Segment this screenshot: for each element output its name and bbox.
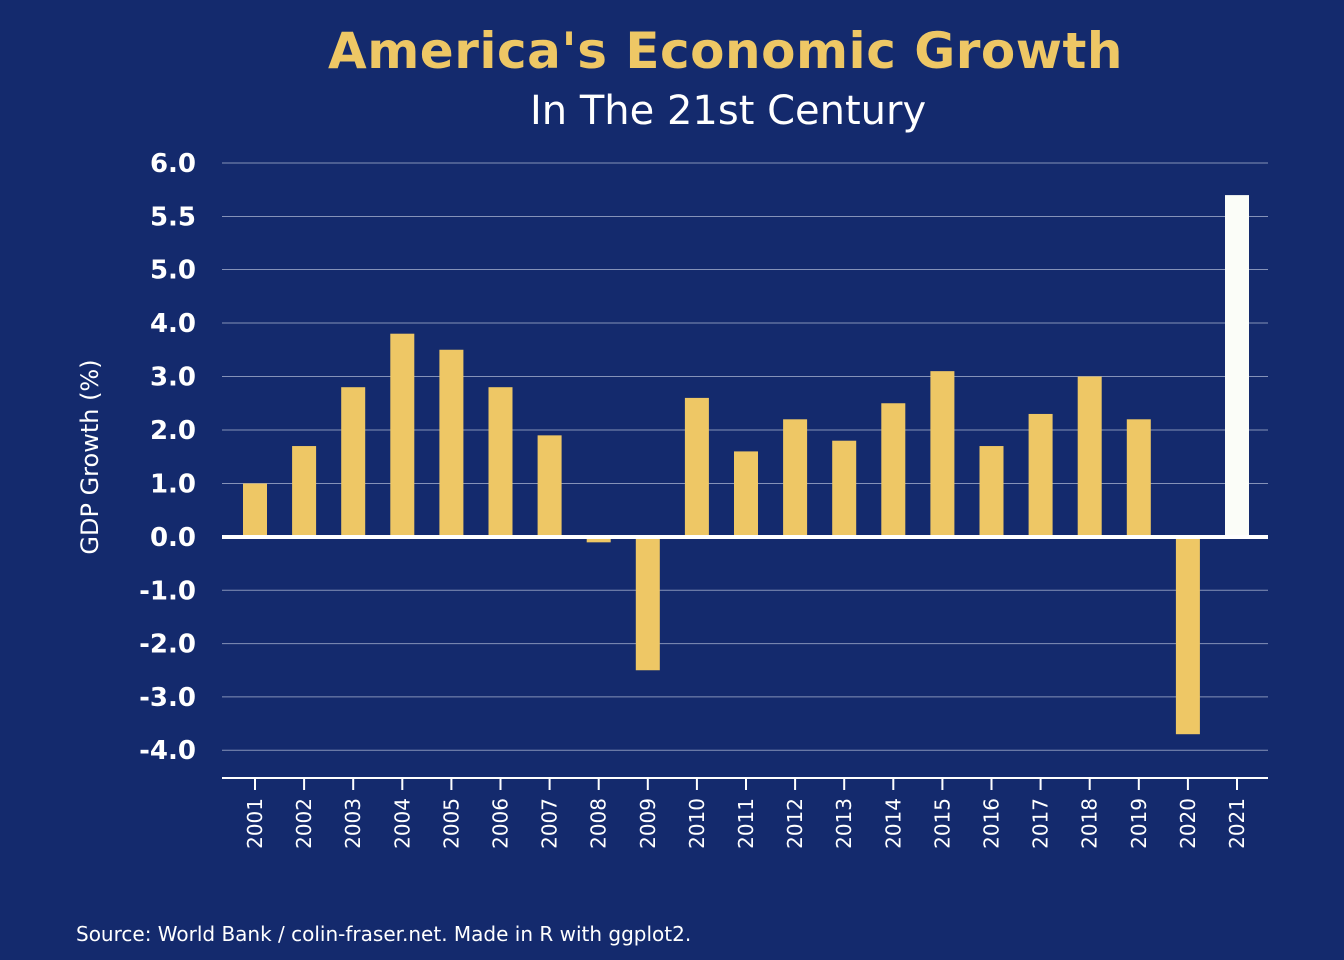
x-tick-label: 2004 bbox=[390, 798, 414, 849]
x-tick-label: 2003 bbox=[341, 798, 365, 849]
x-tick-label: 2009 bbox=[636, 798, 660, 849]
y-tick-label: 5.0 bbox=[150, 256, 196, 286]
x-tick-label: 2017 bbox=[1029, 798, 1053, 849]
x-tick-label: 2011 bbox=[734, 798, 758, 849]
x-tick-label: 2021 bbox=[1225, 798, 1249, 849]
bar-2017 bbox=[1028, 413, 1053, 537]
x-tick-labels: 2001 2002 2003 2004 2005 2006 2007 2008 2009 2010… bbox=[243, 778, 1249, 849]
bar-2002 bbox=[292, 446, 317, 537]
x-tick-label: 2020 bbox=[1176, 798, 1200, 849]
bar-2006 bbox=[488, 387, 513, 537]
x-tick-label: 2016 bbox=[980, 798, 1004, 849]
x-tick-label: 2005 bbox=[439, 798, 463, 849]
bar-2001 bbox=[243, 483, 267, 537]
bar-2003 bbox=[341, 387, 366, 537]
bar-2005 bbox=[439, 349, 464, 537]
x-tick-label: 2012 bbox=[783, 798, 807, 849]
y-tick-label: 0.0 bbox=[150, 523, 196, 553]
x-tick-label: 2008 bbox=[587, 798, 611, 849]
y-tick-labels: 6.0 5.5 5.0 4.0 3.0 2.0 1.0 0.0 -1.0 -2.0 -3.0 -4.0 bbox=[139, 149, 196, 766]
y-tick-label: 5.5 bbox=[150, 203, 196, 233]
bar-2011 bbox=[734, 451, 758, 537]
y-tick-label: -2.0 bbox=[139, 630, 196, 660]
y-tick-label: 2.0 bbox=[150, 416, 196, 446]
y-axis-label: GDP Growth (%) bbox=[76, 359, 104, 554]
x-tick-label: 2014 bbox=[881, 798, 905, 849]
bar-2013 bbox=[832, 440, 857, 537]
bars bbox=[243, 195, 1249, 735]
x-tick-label: 2001 bbox=[243, 798, 267, 849]
bar-2014 bbox=[881, 403, 906, 537]
bar-2012 bbox=[783, 419, 808, 537]
x-tick-label: 2006 bbox=[489, 798, 513, 849]
bar-2010 bbox=[684, 397, 709, 537]
bar-2008 bbox=[586, 537, 611, 543]
y-tick-label: -3.0 bbox=[139, 683, 196, 713]
bar-2019 bbox=[1126, 419, 1151, 537]
y-tick-label: 3.0 bbox=[150, 363, 196, 393]
bar-2018 bbox=[1077, 376, 1102, 537]
bar-2007 bbox=[537, 435, 562, 537]
chart-subtitle: In The 21st Century bbox=[530, 88, 927, 134]
y-tick-label: -4.0 bbox=[139, 736, 196, 766]
chart-title: America's Economic Growth bbox=[328, 22, 1123, 80]
bar-2016 bbox=[979, 446, 1004, 537]
bar-2021 bbox=[1225, 195, 1249, 537]
bar-2020 bbox=[1175, 537, 1200, 735]
y-tick-label: 6.0 bbox=[150, 149, 196, 179]
x-tick-label: 2010 bbox=[685, 798, 709, 849]
x-tick-label: 2007 bbox=[538, 798, 562, 849]
bar-2015 bbox=[930, 371, 955, 537]
x-tick-label: 2015 bbox=[930, 798, 954, 849]
x-tick-label: 2019 bbox=[1127, 798, 1151, 849]
x-tick-label: 2013 bbox=[832, 798, 856, 849]
bar-2004 bbox=[390, 333, 415, 537]
bar-2009 bbox=[635, 537, 660, 671]
y-tick-label: -1.0 bbox=[139, 576, 196, 606]
source-caption: Source: World Bank / colin-fraser.net. M… bbox=[76, 922, 692, 946]
y-tick-label: 4.0 bbox=[150, 309, 196, 339]
x-tick-label: 2002 bbox=[292, 798, 316, 849]
y-tick-label: 1.0 bbox=[150, 470, 196, 500]
x-tick-label: 2018 bbox=[1078, 798, 1102, 849]
